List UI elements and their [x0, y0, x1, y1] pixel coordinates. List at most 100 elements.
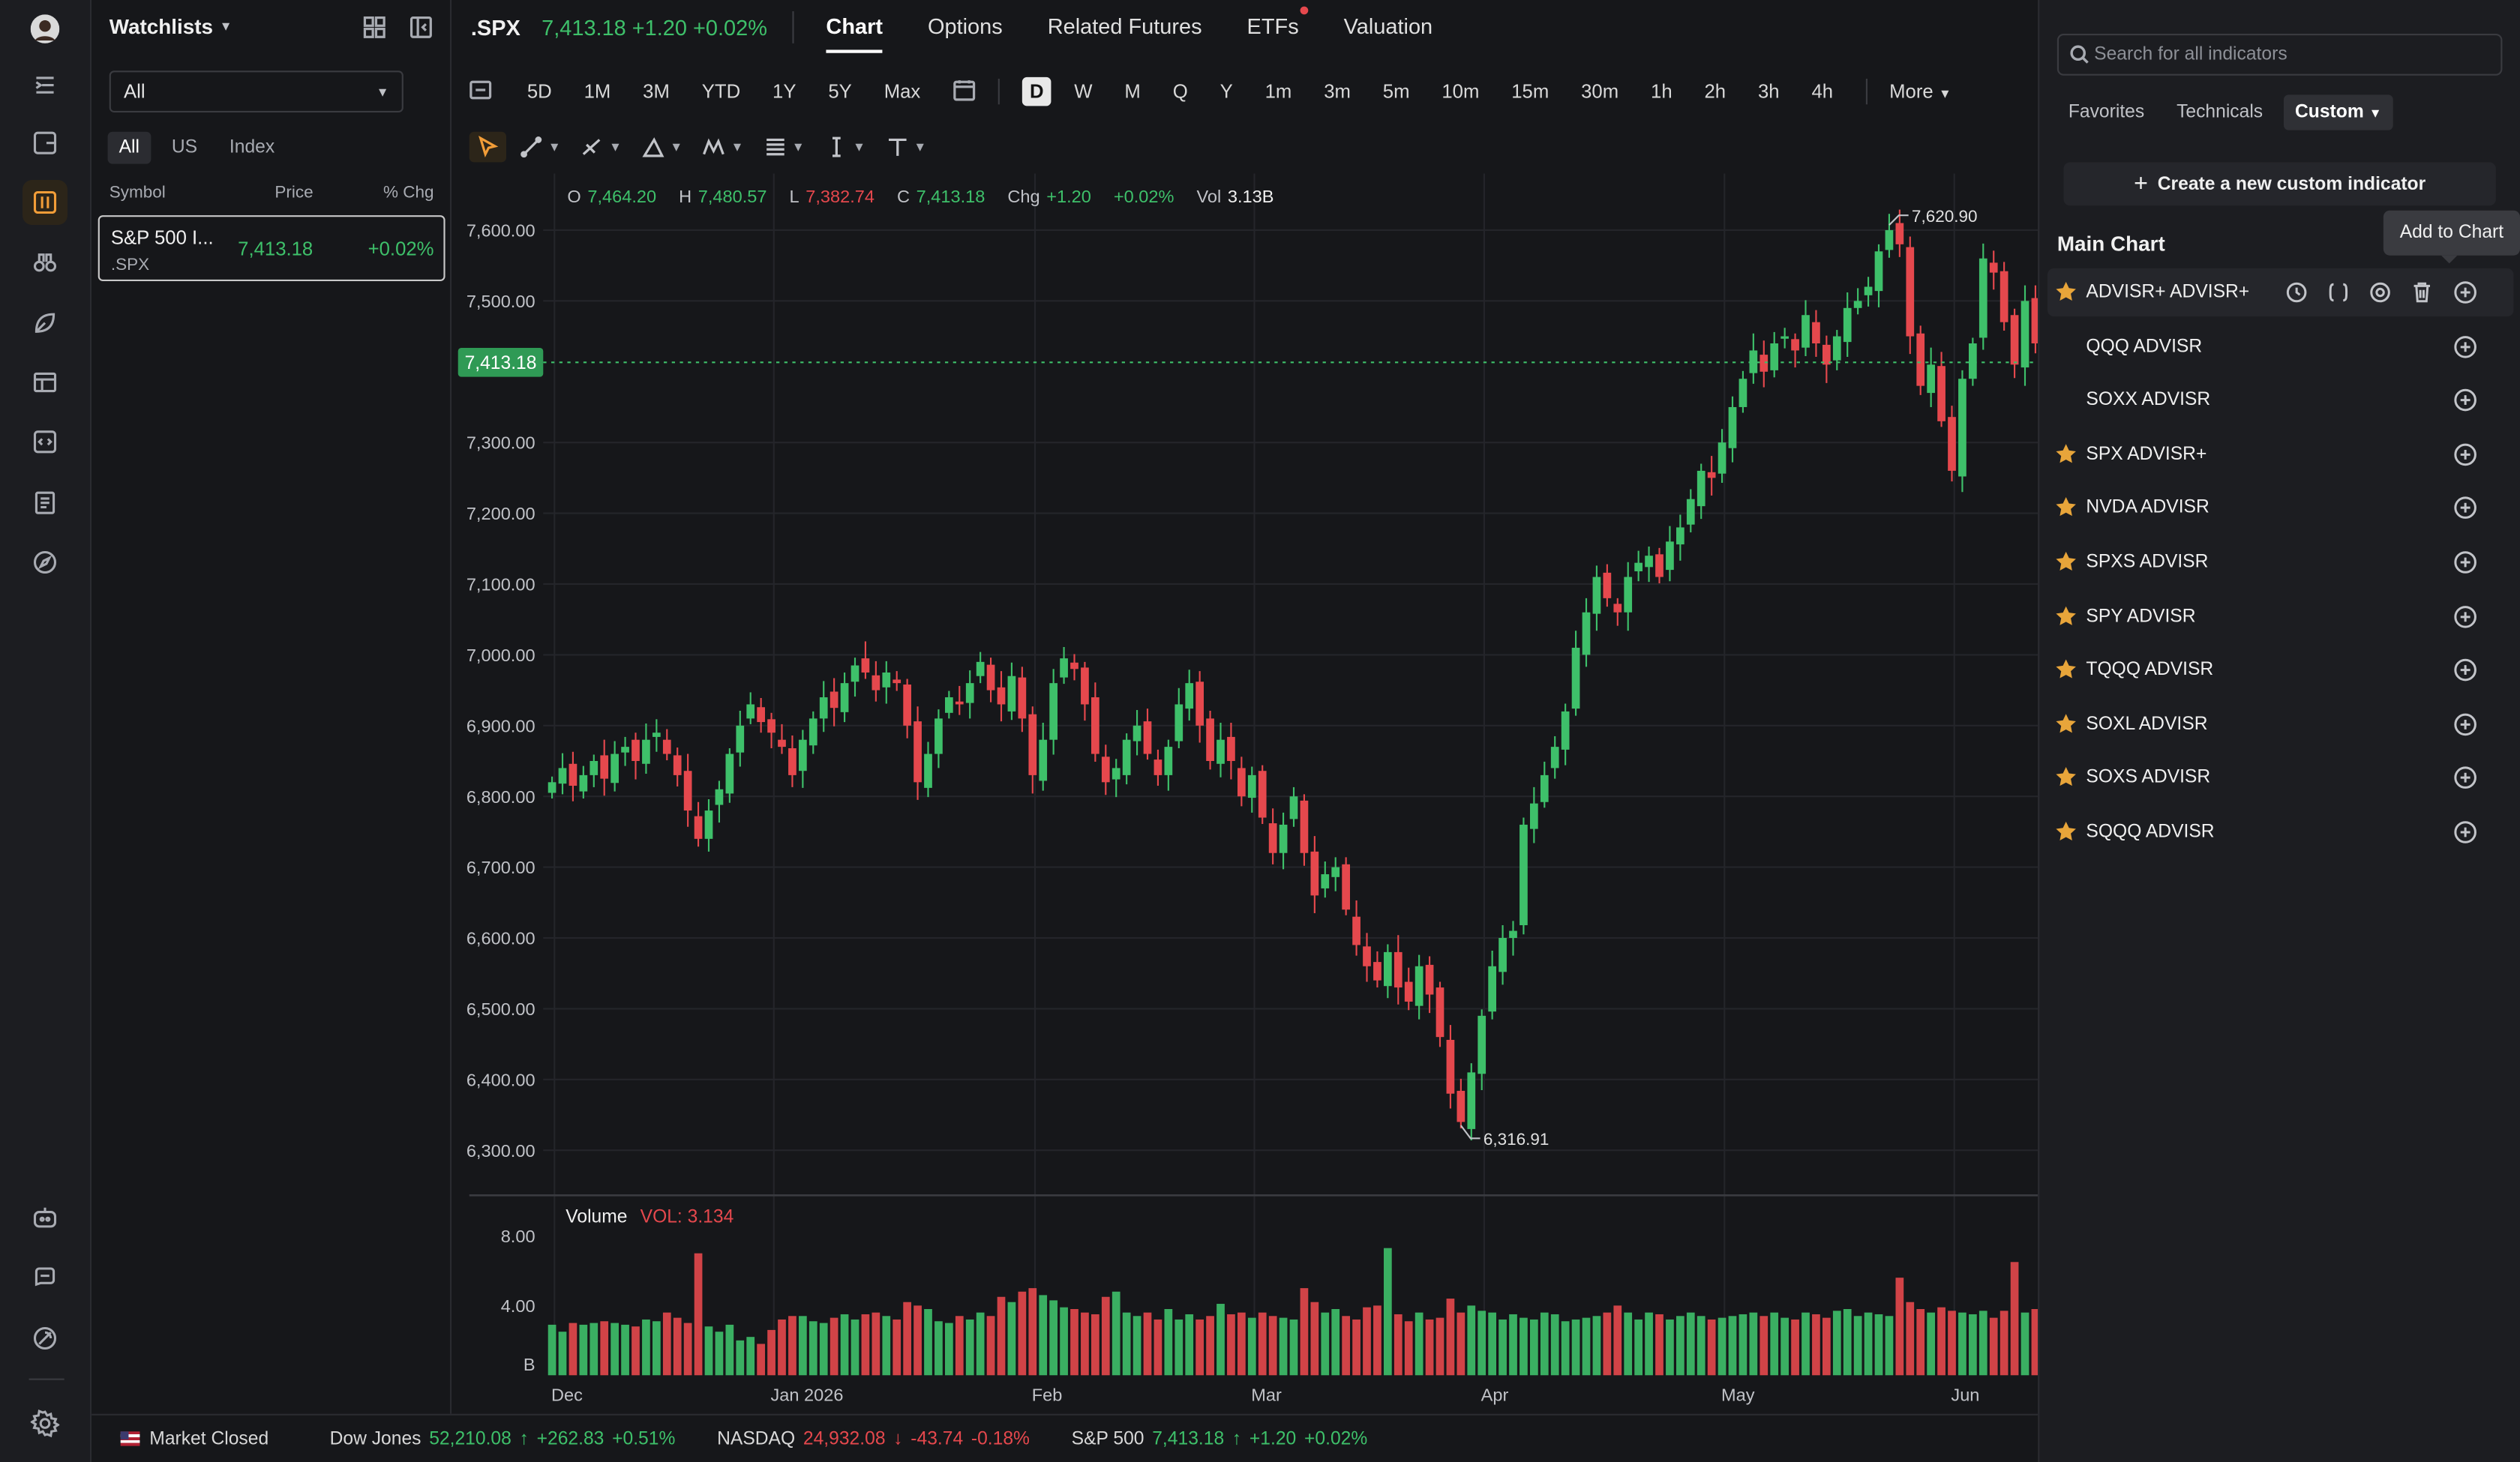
screener-binoculars-icon[interactable]	[22, 239, 68, 284]
compass-icon[interactable]	[22, 540, 68, 585]
add-circle-icon[interactable]	[2452, 658, 2478, 683]
freq-d[interactable]: D	[1022, 76, 1052, 106]
indicator-row[interactable]: SPX ADVISR+	[2048, 430, 2513, 478]
indicator-row[interactable]: ADVISR+ ADVISR+	[2048, 268, 2514, 317]
freq-w[interactable]: W	[1074, 80, 1093, 103]
freq-q[interactable]: Q	[1172, 80, 1188, 103]
tab-technicals[interactable]: Technicals	[2176, 103, 2264, 122]
star-icon[interactable]	[2054, 712, 2078, 735]
indicator-row[interactable]: TQQQ ADVISR	[2048, 646, 2513, 694]
shape-tool[interactable]: ▼	[634, 131, 689, 162]
trendline-tool[interactable]: ▼	[513, 131, 568, 162]
pattern-tool[interactable]: ▼	[695, 131, 750, 162]
tab-valuation[interactable]: Valuation	[1343, 14, 1433, 39]
chart-candles-icon[interactable]	[22, 180, 68, 225]
add-circle-icon[interactable]	[2452, 765, 2478, 791]
index-ticker[interactable]: Dow Jones 52,210.08 ↑ +262.83 +0.51%	[330, 1429, 676, 1449]
assistant-bot-icon[interactable]	[22, 1195, 68, 1240]
portfolio-icon[interactable]	[22, 121, 68, 166]
freq-y[interactable]: Y	[1220, 80, 1233, 103]
more-button[interactable]: More ▼	[1889, 76, 1952, 108]
add-circle-icon[interactable]	[2452, 496, 2478, 521]
freq-3h[interactable]: 3h	[1757, 80, 1780, 103]
freq-1h[interactable]: 1h	[1651, 80, 1672, 103]
range-max[interactable]: Max	[884, 80, 921, 103]
collapse-panel-icon[interactable]	[408, 14, 434, 40]
indicator-row[interactable]: NVDA ADVISR	[2048, 484, 2513, 532]
star-icon[interactable]	[2054, 658, 2078, 682]
create-custom-indicator-button[interactable]: + Create a new custom indicator	[2063, 162, 2496, 206]
col-symbol[interactable]: Symbol	[109, 183, 166, 202]
ideas-icon[interactable]	[22, 301, 68, 346]
col-chg[interactable]: % Chg	[383, 183, 434, 202]
indicator-row[interactable]: SPY ADVISR	[2048, 592, 2513, 640]
freq-m[interactable]: M	[1124, 80, 1141, 103]
tab-custom[interactable]: Custom ▼	[2284, 94, 2393, 130]
add-circle-icon[interactable]	[2452, 819, 2478, 845]
avatar[interactable]	[22, 7, 68, 52]
history-icon[interactable]	[2284, 280, 2309, 305]
star-icon[interactable]	[2054, 496, 2078, 520]
add-circle-icon[interactable]	[2452, 280, 2478, 305]
tab-chart[interactable]: Chart	[826, 0, 884, 58]
range-3m[interactable]: 3M	[643, 80, 670, 103]
indicator-row[interactable]: SPXS ADVISR	[2048, 538, 2513, 586]
fib-tool[interactable]: ▼	[574, 131, 628, 162]
chat-icon[interactable]	[22, 1255, 68, 1300]
star-icon[interactable]	[2054, 280, 2078, 304]
text-tool[interactable]: ▼	[878, 131, 933, 162]
tab-favorites[interactable]: Favorites	[2068, 103, 2145, 122]
indicator-row[interactable]: SOXL ADVISR	[2048, 700, 2513, 748]
index-ticker[interactable]: NASDAQ 24,932.08 ↓ -43.74 -0.18%	[717, 1429, 1030, 1449]
indicator-row[interactable]: QQQ ADVISR	[2048, 322, 2513, 370]
indicator-row[interactable]: SOXS ADVISR	[2048, 754, 2513, 802]
freq-2h[interactable]: 2h	[1704, 80, 1726, 103]
watchlist-row[interactable]: S&P 500 I... .SPX 7,413.18 +0.02%	[98, 215, 446, 281]
star-icon[interactable]	[2054, 550, 2078, 574]
star-icon[interactable]	[2054, 604, 2078, 628]
news-icon[interactable]	[22, 481, 68, 526]
star-icon[interactable]	[2054, 765, 2078, 789]
watchlist-select[interactable]: All ▼	[109, 70, 404, 112]
watchlists-dropdown[interactable]: Watchlists ▼	[110, 14, 232, 38]
price-chart[interactable]: 7,600.00 7,500.00 7,300.00 7,200.00 7,100.00…	[453, 173, 2038, 1413]
settings-gear-icon[interactable]	[2367, 280, 2392, 305]
add-circle-icon[interactable]	[2452, 712, 2478, 737]
filter-us[interactable]: US	[171, 138, 198, 157]
indicator-row[interactable]: SQQQ ADVISR	[2048, 808, 2513, 856]
range-5y[interactable]: 5Y	[828, 80, 852, 103]
filter-all[interactable]: All	[107, 131, 151, 164]
index-ticker[interactable]: S&P 500 7,413.18 ↑ +1.20 +0.02%	[1072, 1429, 1368, 1449]
range-1m[interactable]: 1M	[584, 80, 611, 103]
date-range-icon[interactable]	[470, 73, 492, 110]
add-circle-icon[interactable]	[2452, 388, 2478, 413]
freq-4h[interactable]: 4h	[1811, 80, 1834, 103]
tab-etfs[interactable]: ETFs	[1247, 0, 1309, 58]
add-circle-icon[interactable]	[2452, 550, 2478, 575]
indicator-search-input[interactable]: Search for all indicators	[2056, 34, 2503, 76]
range-ytd[interactable]: YTD	[701, 80, 741, 103]
trash-icon[interactable]	[2409, 280, 2434, 305]
measure-tool[interactable]: ▼	[757, 131, 812, 162]
range-5d[interactable]: 5D	[526, 80, 552, 103]
cursor-tool[interactable]	[469, 130, 506, 162]
freq-1m[interactable]: 1m	[1264, 80, 1292, 103]
add-circle-icon[interactable]	[2452, 604, 2478, 629]
col-price[interactable]: Price	[274, 183, 314, 202]
tab-related-futures[interactable]: Related Futures	[1047, 14, 1202, 39]
filter-index[interactable]: Index	[229, 138, 275, 157]
code-editor-icon[interactable]	[22, 419, 68, 464]
indicator-row[interactable]: SOXX ADVISR	[2048, 376, 2513, 424]
settings-gear-icon[interactable]	[22, 1401, 68, 1446]
range-1y[interactable]: 1Y	[772, 80, 796, 103]
layout-icon[interactable]	[22, 360, 68, 405]
add-circle-icon[interactable]	[2452, 334, 2478, 359]
cursor-text-tool[interactable]: ▼	[818, 131, 872, 162]
add-circle-icon[interactable]	[2452, 442, 2478, 467]
support-icon[interactable]	[22, 1316, 68, 1361]
tab-options[interactable]: Options	[927, 14, 1003, 39]
star-icon[interactable]	[2054, 819, 2078, 843]
collapse-menu-icon[interactable]	[22, 63, 68, 108]
grid-view-icon[interactable]	[362, 14, 387, 40]
source-code-icon[interactable]	[2326, 280, 2351, 305]
